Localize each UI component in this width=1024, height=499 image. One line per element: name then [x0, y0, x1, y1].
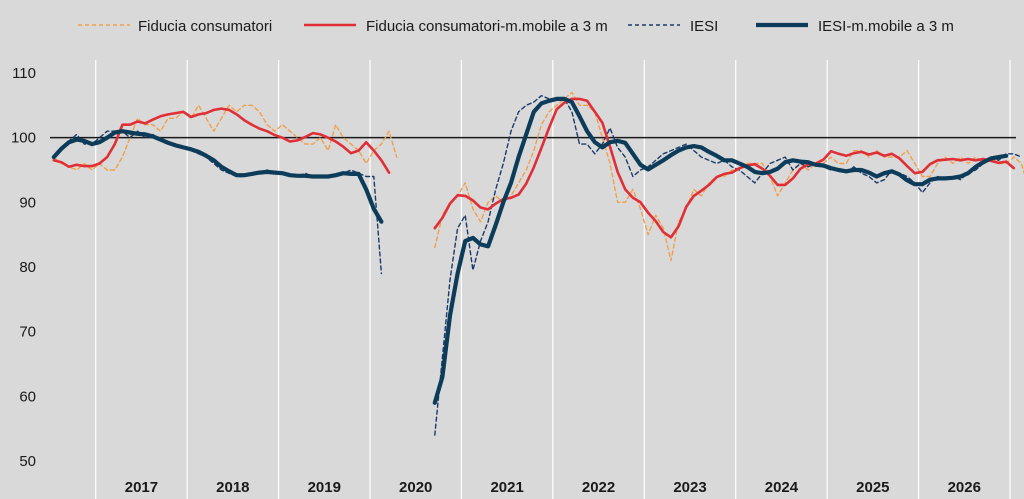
series-line-fiducia-consumatori-1: [434, 91, 1024, 262]
series-line-fiducia-consumatori-m-mobile-a-3-m-0: [52, 107, 391, 174]
series-layer: [51, 91, 1024, 436]
x-tick-label-2019: 2019: [308, 479, 341, 496]
x-tick-label-2020: 2020: [399, 479, 432, 496]
grid-layer: [95, 60, 1011, 499]
x-tick-label-2022: 2022: [582, 479, 615, 496]
series-line-iesi-1: [434, 94, 1023, 436]
y-tick-label-110: 110: [12, 65, 36, 82]
y-axis: 50 60 70 80 90 100 110: [11, 65, 36, 470]
series-line-iesi-m-mobile-a-3-m-0: [51, 129, 384, 224]
y-tick-label-100: 100: [11, 130, 36, 147]
legend-label-iesi: IESI: [690, 18, 718, 35]
series-line-fiducia-consumatori-m-mobile-a-3-m-1: [433, 97, 1016, 239]
y-tick-label-50: 50: [19, 453, 36, 470]
legend-label-fiducia-consumatori: Fiducia consumatori: [138, 18, 272, 35]
y-tick-label-60: 60: [19, 388, 36, 405]
legend-label-fiducia-consumatori-m-mobile-a-3-m: Fiducia consumatori-m.mobile a 3 m: [366, 18, 608, 35]
x-tick-label-2025: 2025: [856, 479, 889, 496]
x-tick-label-2026: 2026: [948, 479, 981, 496]
series-line-fiducia-consumatori-0: [53, 104, 398, 171]
legend-label-iesi-m-mobile-a-3-m: IESI-m.mobile a 3 m: [818, 18, 954, 35]
x-tick-label-2018: 2018: [216, 479, 249, 496]
legend: Fiducia consumatori Fiducia consumatori-m…: [78, 18, 954, 35]
x-tick-label-2023: 2023: [673, 479, 706, 496]
series-line-iesi-0: [53, 130, 383, 275]
x-tick-label-2017: 2017: [125, 479, 158, 496]
y-tick-label-70: 70: [19, 324, 36, 341]
series-line-iesi-m-mobile-a-3-m-1: [432, 96, 1009, 405]
x-axis: 2017 2018 2019 2020 2021 2022 2023 2024 2025 2026: [125, 479, 981, 496]
y-tick-label-80: 80: [19, 259, 36, 276]
y-tick-label-90: 90: [19, 194, 36, 211]
x-tick-label-2021: 2021: [490, 479, 523, 496]
x-tick-label-2024: 2024: [765, 479, 799, 496]
